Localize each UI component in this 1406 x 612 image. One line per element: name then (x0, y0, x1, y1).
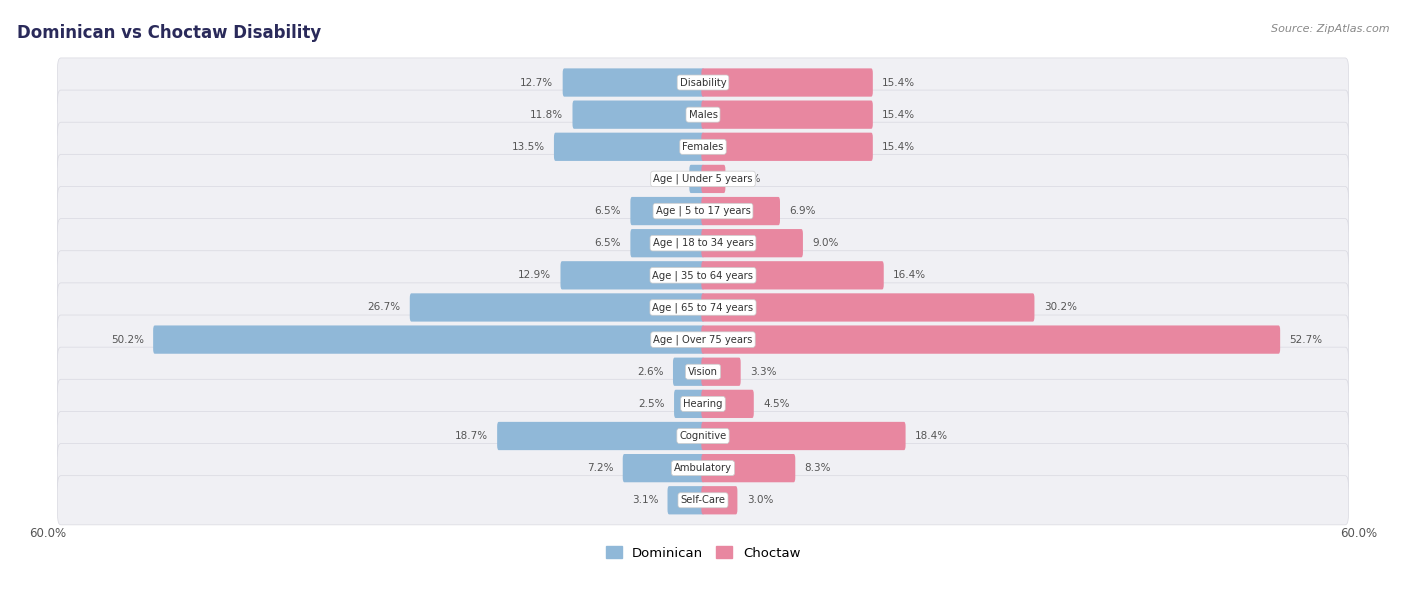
FancyBboxPatch shape (702, 197, 780, 225)
Text: 6.5%: 6.5% (595, 206, 621, 216)
Text: 9.0%: 9.0% (813, 238, 838, 248)
Text: 11.8%: 11.8% (530, 110, 564, 120)
Text: 3.0%: 3.0% (747, 495, 773, 506)
Text: Disability: Disability (679, 78, 727, 88)
Text: 15.4%: 15.4% (882, 78, 915, 88)
Text: 30.2%: 30.2% (1043, 302, 1077, 313)
Text: Age | 65 to 74 years: Age | 65 to 74 years (652, 302, 754, 313)
Text: 4.5%: 4.5% (763, 399, 790, 409)
FancyBboxPatch shape (409, 293, 704, 321)
Text: 16.4%: 16.4% (893, 271, 927, 280)
FancyBboxPatch shape (58, 315, 1348, 364)
FancyBboxPatch shape (702, 326, 1279, 354)
FancyBboxPatch shape (702, 390, 754, 418)
Text: 18.7%: 18.7% (454, 431, 488, 441)
Text: Age | Under 5 years: Age | Under 5 years (654, 174, 752, 184)
FancyBboxPatch shape (702, 261, 884, 289)
FancyBboxPatch shape (58, 122, 1348, 171)
FancyBboxPatch shape (673, 357, 704, 386)
FancyBboxPatch shape (498, 422, 704, 450)
FancyBboxPatch shape (702, 293, 1035, 321)
FancyBboxPatch shape (702, 229, 803, 257)
Text: 2.5%: 2.5% (638, 399, 665, 409)
FancyBboxPatch shape (702, 486, 737, 515)
Text: 50.2%: 50.2% (111, 335, 143, 345)
Text: Ambulatory: Ambulatory (673, 463, 733, 473)
FancyBboxPatch shape (58, 90, 1348, 140)
FancyBboxPatch shape (58, 411, 1348, 461)
Text: Males: Males (689, 110, 717, 120)
FancyBboxPatch shape (58, 154, 1348, 204)
Text: 15.4%: 15.4% (882, 110, 915, 120)
FancyBboxPatch shape (58, 476, 1348, 525)
FancyBboxPatch shape (673, 390, 704, 418)
FancyBboxPatch shape (630, 197, 704, 225)
Text: 18.4%: 18.4% (915, 431, 948, 441)
FancyBboxPatch shape (58, 379, 1348, 428)
FancyBboxPatch shape (689, 165, 704, 193)
Text: 8.3%: 8.3% (804, 463, 831, 473)
FancyBboxPatch shape (58, 444, 1348, 493)
FancyBboxPatch shape (58, 187, 1348, 236)
Legend: Dominican, Choctaw: Dominican, Choctaw (600, 541, 806, 565)
FancyBboxPatch shape (702, 100, 873, 129)
FancyBboxPatch shape (702, 165, 725, 193)
FancyBboxPatch shape (58, 58, 1348, 107)
Text: 15.4%: 15.4% (882, 142, 915, 152)
Text: 2.6%: 2.6% (637, 367, 664, 377)
Text: 6.9%: 6.9% (789, 206, 815, 216)
Text: 12.7%: 12.7% (520, 78, 554, 88)
FancyBboxPatch shape (554, 133, 704, 161)
Text: Source: ZipAtlas.com: Source: ZipAtlas.com (1271, 24, 1389, 34)
Text: Hearing: Hearing (683, 399, 723, 409)
FancyBboxPatch shape (58, 283, 1348, 332)
FancyBboxPatch shape (572, 100, 704, 129)
FancyBboxPatch shape (623, 454, 704, 482)
Text: 13.5%: 13.5% (512, 142, 544, 152)
FancyBboxPatch shape (702, 357, 741, 386)
FancyBboxPatch shape (561, 261, 704, 289)
FancyBboxPatch shape (702, 69, 873, 97)
Text: Self-Care: Self-Care (681, 495, 725, 506)
Text: Dominican vs Choctaw Disability: Dominican vs Choctaw Disability (17, 24, 321, 42)
Text: 6.5%: 6.5% (595, 238, 621, 248)
Text: 26.7%: 26.7% (367, 302, 401, 313)
Text: 52.7%: 52.7% (1289, 335, 1323, 345)
FancyBboxPatch shape (58, 218, 1348, 268)
FancyBboxPatch shape (702, 133, 873, 161)
Text: Females: Females (682, 142, 724, 152)
FancyBboxPatch shape (58, 251, 1348, 300)
Text: Age | Over 75 years: Age | Over 75 years (654, 334, 752, 345)
FancyBboxPatch shape (702, 422, 905, 450)
FancyBboxPatch shape (702, 454, 796, 482)
Text: Vision: Vision (688, 367, 718, 377)
Text: 7.2%: 7.2% (586, 463, 613, 473)
Text: Cognitive: Cognitive (679, 431, 727, 441)
Text: 12.9%: 12.9% (517, 271, 551, 280)
Text: Age | 35 to 64 years: Age | 35 to 64 years (652, 270, 754, 280)
Text: 1.1%: 1.1% (654, 174, 681, 184)
Text: 3.3%: 3.3% (749, 367, 776, 377)
FancyBboxPatch shape (668, 486, 704, 515)
FancyBboxPatch shape (630, 229, 704, 257)
Text: Age | 5 to 17 years: Age | 5 to 17 years (655, 206, 751, 216)
Text: Age | 18 to 34 years: Age | 18 to 34 years (652, 238, 754, 248)
Text: 3.1%: 3.1% (631, 495, 658, 506)
FancyBboxPatch shape (562, 69, 704, 97)
Text: 1.9%: 1.9% (735, 174, 761, 184)
FancyBboxPatch shape (153, 326, 704, 354)
FancyBboxPatch shape (58, 347, 1348, 397)
